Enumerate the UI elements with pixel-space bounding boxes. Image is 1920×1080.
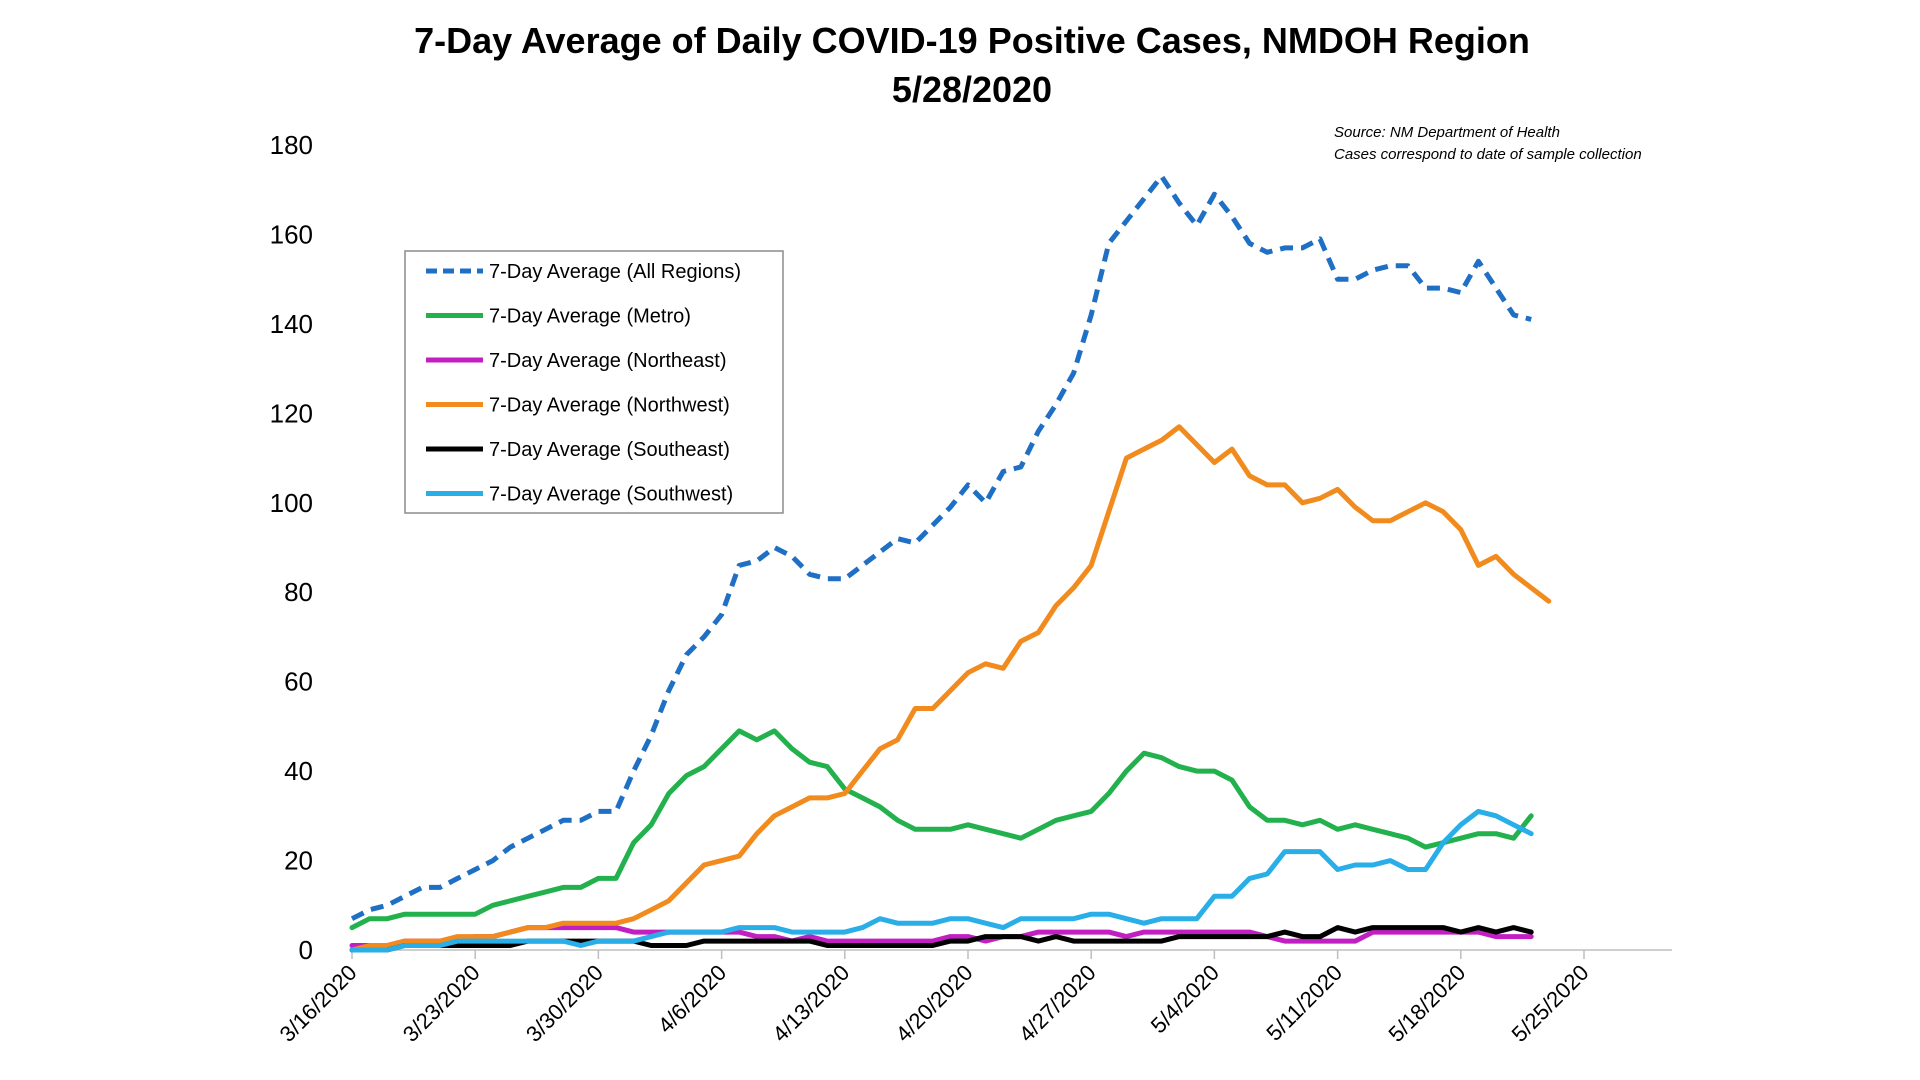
- y-tick-label: 100: [270, 488, 313, 518]
- x-tick-label: 5/25/2020: [1507, 960, 1594, 1047]
- x-tick-label: 5/11/2020: [1261, 960, 1347, 1046]
- y-tick-label: 40: [284, 756, 313, 786]
- x-tick-label: 4/6/2020: [653, 960, 731, 1038]
- legend-label: 7-Day Average (Southeast): [489, 439, 730, 461]
- source-note-line-1: Source: NM Department of Health: [1334, 124, 1560, 141]
- chart-title: 7-Day Average of Daily COVID-19 Positive…: [414, 20, 1530, 61]
- x-tick-label: 3/16/2020: [275, 960, 362, 1047]
- x-tick-label: 5/18/2020: [1383, 960, 1470, 1047]
- chart-subtitle: 5/28/2020: [892, 69, 1052, 110]
- x-tick-label: 3/30/2020: [521, 960, 608, 1047]
- x-tick-label: 4/13/2020: [767, 960, 854, 1047]
- legend-label: 7-Day Average (Northwest): [489, 395, 730, 417]
- y-tick-label: 120: [270, 398, 313, 428]
- legend: 7-Day Average (All Regions) 7-Day Average…: [404, 250, 784, 514]
- legend-box: [404, 250, 784, 514]
- y-tick-label: 60: [284, 667, 313, 697]
- source-note: Source: NM Department of Health Cases co…: [1334, 124, 1642, 163]
- x-tick-label: 4/27/2020: [1014, 960, 1101, 1047]
- legend-label: 7-Day Average (Southwest): [489, 484, 733, 506]
- series-line-1: [350, 173, 1532, 921]
- y-tick-label: 80: [284, 577, 313, 607]
- y-tick-label: 140: [270, 309, 313, 339]
- y-tick-label: 0: [299, 935, 313, 965]
- y-tick-label: 160: [270, 219, 313, 249]
- series-layer: [349, 173, 1552, 953]
- series-line-4: [349, 424, 1552, 953]
- legend-label: 7-Day Average (Northeast): [489, 350, 727, 372]
- x-tick-label: 5/4/2020: [1146, 960, 1224, 1038]
- legend-label: 7-Day Average (Metro): [489, 306, 691, 328]
- x-axis-ticks: 3/16/2020 3/23/2020 3/30/2020 4/6/2020 4/13/…: [275, 950, 1594, 1047]
- y-tick-label: 180: [270, 130, 313, 160]
- chart-title-group: 7-Day Average of Daily COVID-19 Positive…: [414, 20, 1530, 110]
- x-tick-label: 3/23/2020: [398, 960, 485, 1047]
- legend-label: 7-Day Average (All Regions): [489, 261, 741, 283]
- y-tick-label: 20: [284, 846, 313, 876]
- source-note-line-2: Cases correspond to date of sample colle…: [1334, 146, 1642, 163]
- series-line-2: [349, 728, 1534, 931]
- series-line-6: [349, 808, 1534, 953]
- y-axis-ticks: 0 20 40 60 80 100 120 140 160 180: [270, 130, 313, 965]
- x-tick-label: 4/20/2020: [891, 960, 978, 1047]
